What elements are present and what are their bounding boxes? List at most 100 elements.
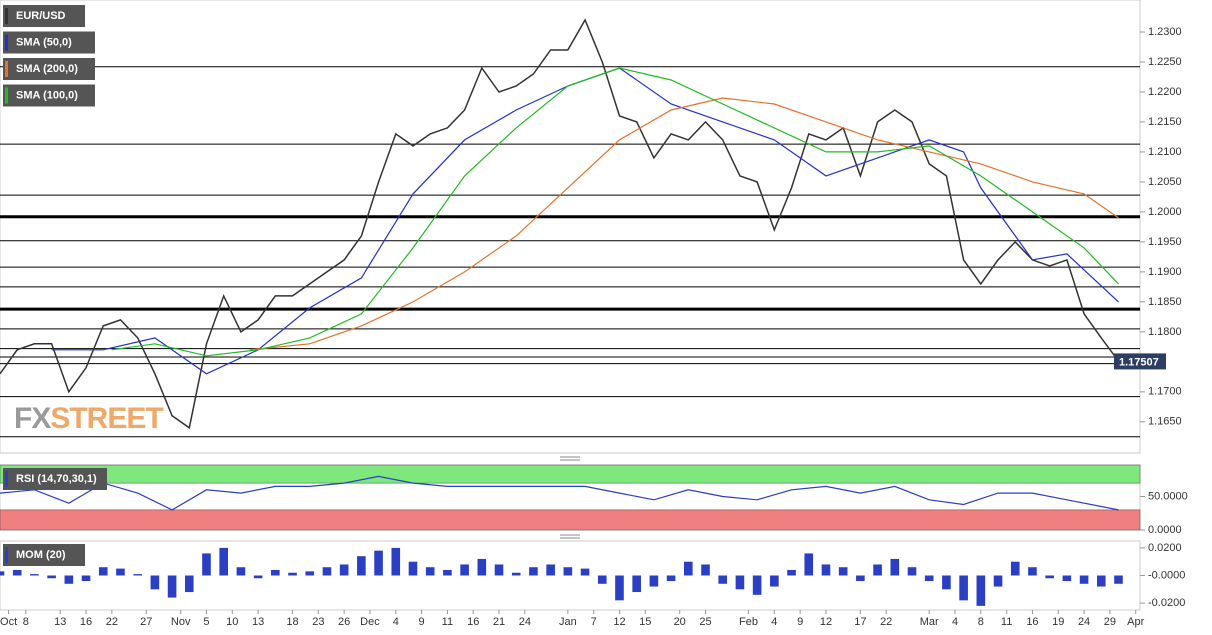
x-tick-label: 4	[393, 616, 399, 628]
bar	[770, 575, 779, 587]
legend-label: RSI (14,70,30,1)	[16, 473, 97, 485]
y-tick-label: -0.0200	[1148, 597, 1185, 609]
series-line	[0, 475, 1119, 511]
bar	[511, 572, 521, 576]
y-tick-label: 1.2050	[1148, 176, 1182, 188]
x-tick-label: 13	[54, 616, 66, 628]
bar	[167, 575, 177, 598]
bar	[787, 569, 796, 576]
bar	[546, 564, 555, 576]
price-panel	[0, 0, 1141, 454]
y-tick-label: 1.1700	[1148, 386, 1182, 398]
y-tick-label: -0.0000	[1148, 569, 1185, 581]
bar	[666, 575, 676, 582]
bar	[305, 571, 315, 576]
x-tick-label: 22	[880, 616, 892, 628]
bar	[133, 574, 142, 576]
y-tick-label: 1.1900	[1148, 266, 1182, 278]
x-tick-label: Dec	[360, 616, 380, 628]
y-tick-label: 0.0200	[1148, 542, 1182, 554]
x-tick-label: 24	[519, 616, 531, 628]
bar	[0, 571, 5, 576]
watermark: FXSTREET	[14, 402, 163, 435]
bar	[236, 567, 246, 576]
overbought-band	[0, 464, 1141, 484]
bar	[1028, 567, 1037, 576]
oversold-band	[0, 509, 1141, 531]
bar	[477, 558, 487, 576]
bar	[202, 553, 211, 576]
bar	[907, 567, 917, 576]
bar	[993, 575, 1003, 587]
legend-label: SMA (50,0)	[16, 36, 72, 48]
x-tick-label: 12	[613, 616, 625, 628]
legend-label: MOM (20)	[16, 549, 66, 561]
bar	[615, 575, 624, 601]
bar	[959, 575, 968, 601]
bar	[804, 553, 814, 576]
bar	[425, 567, 435, 576]
x-tick-label: 23	[312, 616, 324, 628]
x-tick-label: 13	[252, 616, 264, 628]
legend-swatch	[5, 61, 8, 77]
bar	[184, 575, 194, 593]
bar	[12, 569, 22, 576]
bar	[942, 575, 951, 590]
x-tick-label: Mar	[920, 616, 939, 628]
bar	[47, 575, 56, 579]
legend-box	[3, 58, 95, 80]
bar	[443, 569, 452, 576]
x-tick-label: Oct	[0, 616, 17, 628]
x-tick-label: 12	[820, 616, 832, 628]
x-tick-label: 16	[467, 616, 479, 628]
y-tick-label: 1.2300	[1148, 26, 1182, 38]
x-tick-label: 17	[854, 616, 866, 628]
x-tick-label: 22	[106, 616, 118, 628]
bar	[322, 567, 332, 576]
bar	[253, 575, 263, 579]
x-tick-label: 4	[952, 616, 958, 628]
x-tick-label: 26	[338, 616, 350, 628]
x-tick-label: 4	[771, 616, 777, 628]
legend-box	[3, 5, 85, 27]
splitter[interactable]	[560, 456, 580, 539]
y-tick-label: 1.1850	[1148, 296, 1182, 308]
watermark-part: FX	[14, 402, 51, 435]
bar	[460, 564, 469, 576]
bar	[1079, 575, 1089, 584]
bar	[718, 575, 728, 584]
bar	[684, 561, 693, 576]
bar	[1010, 561, 1020, 576]
bar	[976, 575, 986, 606]
legend-swatch	[5, 8, 8, 24]
x-tick-label: 8	[23, 616, 29, 628]
x-tick-label: 19	[1052, 616, 1064, 628]
y-tick-label: 1.2200	[1148, 86, 1182, 98]
bar	[494, 564, 504, 576]
x-tick-label: 20	[674, 616, 686, 628]
legend-label: SMA (100,0)	[16, 89, 78, 101]
y-tick-label: 50.0000	[1148, 490, 1188, 502]
bar	[529, 567, 538, 576]
x-tick-label: 15	[639, 616, 651, 628]
x-tick-label: 29	[1104, 616, 1116, 628]
bar	[924, 575, 934, 582]
x-tick-label: 16	[80, 616, 92, 628]
x-tick-label: 21	[493, 616, 505, 628]
x-tick-label: 27	[140, 616, 152, 628]
y-tick-label: 1.2250	[1148, 56, 1182, 68]
x-tick-label: Apr	[1127, 616, 1144, 628]
legend-box	[3, 544, 85, 566]
bar	[64, 575, 74, 584]
x-tick-label: Jan	[559, 616, 577, 628]
x-tick-label: 7	[591, 616, 597, 628]
bar	[1096, 575, 1106, 587]
bar	[838, 567, 848, 576]
y-tick-label: 1.1950	[1148, 236, 1182, 248]
bar	[649, 575, 659, 587]
legend-swatch	[5, 471, 8, 487]
x-tick-label: 16	[1026, 616, 1038, 628]
bar	[856, 575, 865, 582]
bar	[821, 564, 831, 576]
